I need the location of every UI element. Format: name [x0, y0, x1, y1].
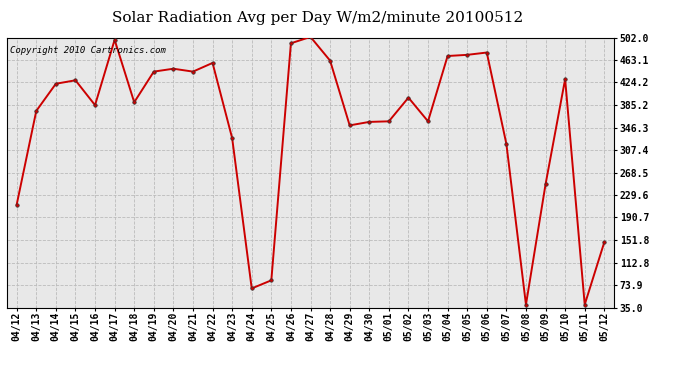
Text: Solar Radiation Avg per Day W/m2/minute 20100512: Solar Radiation Avg per Day W/m2/minute … [112, 11, 523, 25]
Text: Copyright 2010 Cartronics.com: Copyright 2010 Cartronics.com [10, 46, 166, 55]
